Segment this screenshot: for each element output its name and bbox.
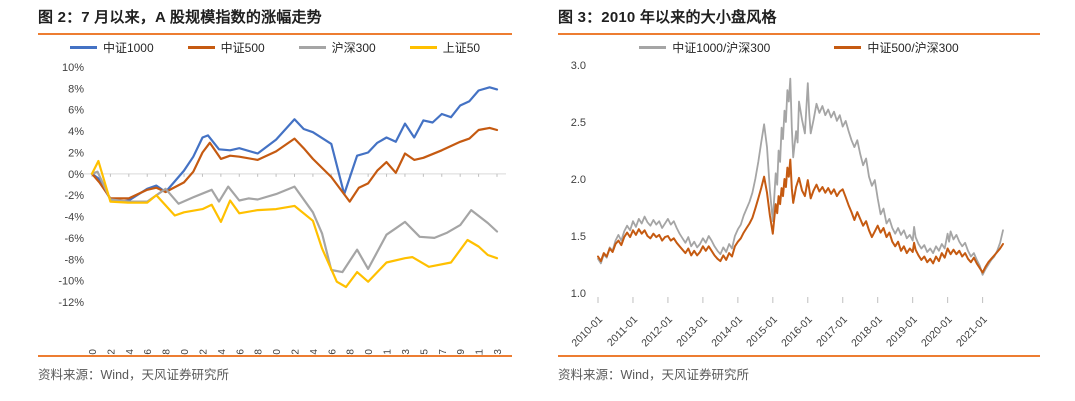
legend-label: 中证1000/沪深300 — [672, 40, 771, 55]
y-axis-tick-label: -8% — [64, 254, 84, 266]
y-axis-tick-label: 2.5 — [571, 117, 586, 129]
figure-2-panel: 图 2：7 月以来，A 股规模指数的涨幅走势 中证1000 中证500 沪深300 上… — [38, 8, 512, 383]
figure-3-line-chart: 3.0 2.5 2.0 1.5 1.0 2010-01 2011-01 2012-01 2013… — [569, 60, 1004, 350]
legend-label: 上证50 — [442, 40, 481, 55]
x-axis-tick-label: 2010-01 — [569, 314, 605, 350]
x-axis-tick-label: 07/02 — [106, 349, 117, 355]
x-axis-tick-label: 2020-01 — [919, 314, 955, 350]
y-axis-tick-label: -10% — [58, 276, 84, 288]
legend-label: 中证1000 — [102, 40, 154, 55]
x-axis-tick-label: 2021-01 — [954, 314, 990, 350]
x-axis-tick-label: 08/05 — [419, 349, 430, 355]
legend-line-swatch — [834, 45, 862, 49]
x-axis-tick-label: 07/04 — [125, 349, 136, 355]
figure-2-line-chart: 10% 8% 6% 4% 2% 0% -2% -4% -6% -8% -10% -12% 06/30 07… — [58, 62, 506, 355]
legend-line-swatch — [298, 45, 326, 49]
figure-2-legend: 中证1000 中证500 沪深300 上证50 — [38, 35, 512, 59]
x-axis-tick-label: 08/03 — [401, 349, 412, 355]
x-axis-tick-label: 07/10 — [180, 349, 191, 355]
x-axis-tick-label: 2011-01 — [605, 314, 640, 349]
figure-3-panel: 图 3：2010 年以来的大小盘风格 中证1000/沪深300 中证500/沪深3… — [558, 8, 1040, 383]
y-axis-tick-label: 2.0 — [571, 174, 586, 186]
legend-label: 中证500/沪深300 — [867, 40, 959, 55]
x-axis-tick-label: 06/30 — [88, 349, 99, 355]
y-axis-tick-label: 8% — [68, 83, 84, 95]
y-axis-tick-label: -4% — [64, 212, 84, 224]
figure-3-legend: 中证1000/沪深300 中证500/沪深300 — [558, 35, 1040, 59]
series-line-中证500/沪深300 — [597, 158, 1004, 274]
legend-label: 中证500 — [220, 40, 265, 55]
x-axis-tick-label: 2017-01 — [814, 314, 850, 350]
x-axis-tick-label: 07/08 — [162, 349, 173, 355]
x-axis-tick-label: 08/09 — [456, 349, 467, 355]
y-axis-tick-label: 6% — [68, 105, 84, 117]
y-axis-tick-label: 4% — [68, 126, 84, 138]
x-axis-tick-label: 07/22 — [291, 349, 302, 355]
figure-3-footer-rule — [558, 355, 1040, 357]
series-line-中证500 — [90, 126, 499, 203]
x-axis-tick-label: 07/24 — [309, 349, 320, 355]
y-axis-tick-label: 1.5 — [571, 231, 586, 243]
legend-line-swatch — [639, 45, 667, 49]
figure-3-title: 图 3：2010 年以来的大小盘风格 — [558, 9, 777, 26]
legend-item: 沪深300 — [298, 39, 376, 56]
x-axis-tick-label: 08/13 — [493, 349, 504, 355]
legend-item: 中证500 — [187, 39, 265, 56]
legend-line-swatch — [409, 45, 437, 49]
figure-3-source: 资料来源：Wind，天风证券研究所 — [558, 368, 749, 382]
x-axis-tick-label: 07/30 — [364, 349, 375, 355]
legend-item: 上证50 — [409, 39, 481, 56]
y-axis-tick-label: -6% — [64, 233, 84, 245]
legend-label: 沪深300 — [331, 40, 376, 55]
series-line-上证50 — [90, 159, 499, 289]
y-axis-tick-label: 1.0 — [571, 288, 586, 300]
x-axis-tick-label: 2014-01 — [709, 314, 745, 350]
figure-3-title-underline — [558, 33, 1040, 35]
y-axis-tick-label: -2% — [64, 190, 84, 202]
series-line-中证1000/沪深300 — [597, 77, 1004, 276]
series-line-中证1000 — [90, 86, 499, 203]
x-axis-tick-label: 07/20 — [272, 349, 283, 355]
y-axis-tick-label: 3.0 — [571, 60, 586, 72]
x-axis-tick-label: 07/12 — [198, 349, 209, 355]
y-axis-tick-label: -12% — [58, 297, 84, 309]
x-axis-tick-label: 2012-01 — [639, 314, 675, 350]
legend-line-swatch — [69, 45, 97, 49]
x-axis-tick-label: 2016-01 — [779, 314, 815, 350]
x-axis-tick-label: 07/26 — [327, 349, 338, 355]
legend-line-swatch — [187, 45, 215, 49]
x-axis-tick-label: 07/06 — [143, 349, 154, 355]
x-axis-tick-label: 2013-01 — [674, 314, 710, 350]
figure-2-title-underline — [38, 33, 512, 35]
x-axis-tick-label: 2019-01 — [884, 314, 920, 350]
figure-2-footer-rule — [38, 355, 512, 357]
x-axis-tick-label: 08/01 — [383, 349, 394, 355]
x-axis-tick-label: 07/18 — [254, 349, 265, 355]
legend-item: 中证500/沪深300 — [834, 39, 959, 56]
x-axis-tick-label: 2015-01 — [744, 314, 780, 350]
y-axis-tick-label: 10% — [62, 62, 84, 74]
figure-2-title: 图 2：7 月以来，A 股规模指数的涨幅走势 — [38, 9, 322, 26]
x-axis-tick-label: 2018-01 — [849, 314, 885, 350]
y-axis-tick-label: 0% — [68, 169, 84, 181]
x-axis-tick-label: 08/07 — [438, 349, 449, 355]
x-axis-tick-label: 07/28 — [346, 349, 357, 355]
legend-item: 中证1000/沪深300 — [639, 39, 770, 56]
figure-2-source: 资料来源：Wind，天风证券研究所 — [38, 368, 229, 382]
legend-item: 中证1000 — [69, 39, 154, 56]
x-axis-tick-label: 08/11 — [475, 349, 486, 355]
x-axis-tick-label: 07/16 — [235, 349, 246, 355]
x-axis-tick-label: 07/14 — [217, 349, 228, 355]
y-axis-tick-label: 2% — [68, 147, 84, 159]
series-line-沪深300 — [90, 170, 499, 274]
